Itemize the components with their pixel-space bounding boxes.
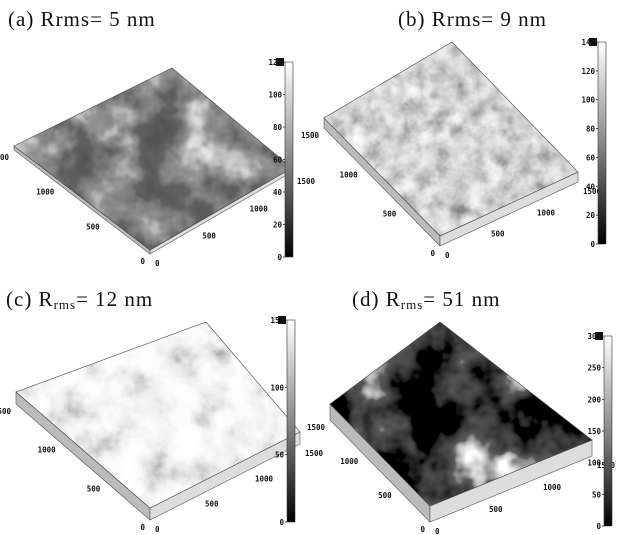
axis-tick-label: 500 — [491, 230, 505, 239]
colorbar-tick-label: 100 — [587, 459, 601, 468]
colorbar-tick-label: 250 — [587, 364, 601, 373]
colorbar-tick-label: 150 — [270, 316, 284, 325]
colorbar-tick-label: 120 — [268, 58, 282, 67]
colorbar-tick-label: 80 — [586, 125, 596, 134]
panel: (d) Rrms= 51 nm 1500 1000 500 0 0 500 1000 1500 0… — [307, 287, 616, 535]
afm-surface — [330, 322, 592, 506]
axis-tick-label: 500 — [86, 222, 100, 231]
colorbar-tick-label: 60 — [273, 156, 283, 165]
panel-label: (d) Rrms= 51 nm — [352, 287, 500, 312]
colorbar-tick-label: 0 — [279, 518, 284, 527]
label-subscript: rms — [54, 297, 77, 312]
axis-tick-label: 1000 — [250, 204, 269, 213]
axis-tick-label: 0 — [140, 523, 145, 532]
axis-tick-label: 0 — [155, 525, 160, 534]
axis-tick-label: 1500 — [305, 449, 324, 458]
axis-tick-label: 1000 — [255, 474, 274, 483]
colorbar — [598, 42, 606, 244]
axis-tick-label: 1500 — [0, 153, 9, 162]
axis-tick-label: 0 — [140, 257, 145, 266]
panel-label: (c) Rrms= 12 nm — [6, 287, 153, 312]
axis-tick-label: 1000 — [340, 457, 359, 466]
axis-tick-label: 0 — [430, 249, 435, 258]
axis-tick-label: 1000 — [38, 446, 57, 455]
colorbar-tick-label: 120 — [581, 67, 595, 76]
colorbar-tick-label: 20 — [586, 211, 596, 220]
panel-label: (a) Rrms= 5 nm — [8, 7, 156, 31]
colorbar-tick-label: 50 — [592, 490, 602, 499]
axis-tick-label: 1000 — [36, 188, 55, 197]
colorbar-tick-label: 100 — [270, 383, 284, 392]
label-suffix: = 12 nm — [76, 287, 153, 311]
colorbar — [287, 320, 295, 522]
label-suffix: = 51 nm — [423, 287, 500, 311]
axis-tick-label: 0 — [435, 527, 440, 535]
axis-tick-label: 500 — [205, 500, 219, 509]
colorbar-tick-label: 100 — [581, 96, 595, 105]
panel-label: (b) Rrms= 9 nm — [398, 7, 547, 31]
label-subscript: rms — [401, 297, 424, 312]
colorbar-tick-label: 200 — [587, 395, 601, 404]
colorbar-tick-label: 0 — [590, 240, 595, 249]
axis-tick-label: 500 — [87, 484, 101, 493]
colorbar-tick-label: 150 — [587, 427, 601, 436]
colorbar — [604, 336, 612, 526]
axis-tick-label: 500 — [378, 491, 392, 500]
axis-tick-label: 0 — [420, 525, 425, 534]
colorbar-tick-label: 100 — [268, 91, 282, 100]
axis-tick-label: 500 — [202, 232, 216, 241]
colorbar-tick-label: 60 — [586, 153, 596, 162]
axis-tick-label: 1000 — [537, 208, 556, 217]
panel: (a) Rrms= 5 nm 1500 1000 500 0 0 500 1000 1500 0 2… — [0, 7, 316, 268]
axis-tick-label: 0 — [445, 251, 450, 260]
label-prefix: (d) R — [352, 287, 401, 311]
axis-tick-label: 1500 — [307, 423, 326, 432]
colorbar-tick-label: 0 — [596, 522, 601, 531]
axis-tick-label: 500 — [489, 505, 503, 514]
colorbar-tick-label: 300 — [587, 332, 601, 341]
axis-tick-label: 1000 — [543, 483, 562, 492]
colorbar-tick-label: 140 — [581, 38, 595, 47]
colorbar — [285, 62, 293, 257]
axis-tick-label: 1500 — [297, 177, 316, 186]
panel: (c) Rrms= 12 nm 1500 1000 500 0 0 500 1000 1500 0… — [0, 287, 324, 534]
axis-tick-label: 1500 — [301, 131, 320, 140]
colorbar-tick-label: 20 — [273, 221, 283, 230]
axis-tick-label: 0 — [155, 259, 160, 268]
colorbar-tick-label: 50 — [275, 451, 285, 460]
colorbar-tick-label: 80 — [273, 123, 283, 132]
colorbar-tick-label: 40 — [273, 188, 283, 197]
colorbar-tick-label: 0 — [277, 253, 282, 262]
afm-surface — [14, 68, 292, 250]
afm-surface — [324, 42, 578, 236]
label-prefix: (c) R — [6, 287, 54, 311]
axis-tick-label: 500 — [383, 210, 397, 219]
colorbar-tick-label: 40 — [586, 182, 596, 191]
axis-tick-label: 1000 — [340, 170, 359, 179]
figure: (a) Rrms= 5 nm15001000500005001000150002… — [0, 0, 627, 535]
axis-tick-label: 1500 — [0, 407, 11, 416]
